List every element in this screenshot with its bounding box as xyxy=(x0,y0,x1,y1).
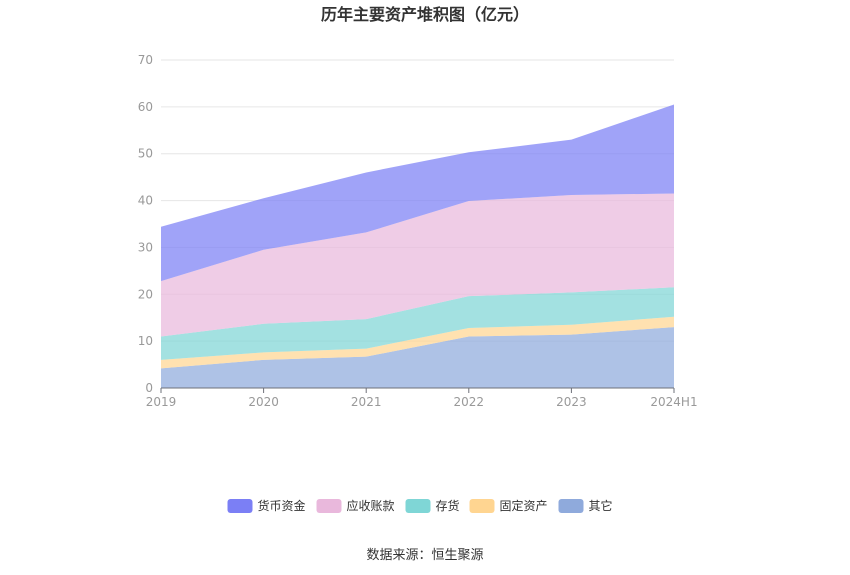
y-tick-label: 10 xyxy=(138,334,153,348)
chart-title: 历年主要资产堆积图（亿元） xyxy=(321,5,529,24)
area-0 xyxy=(161,327,674,388)
legend-label[interactable]: 其它 xyxy=(589,498,613,513)
x-tick-label: 2020 xyxy=(248,395,279,409)
legend: 货币资金 应收账款 存货 固定资产 其它 xyxy=(227,498,613,513)
legend-label[interactable]: 存货 xyxy=(436,498,460,513)
x-tick-label: 2024H1 xyxy=(650,395,697,409)
legend-swatch[interactable] xyxy=(469,499,495,513)
y-tick-label: 0 xyxy=(145,381,153,395)
area-3 xyxy=(161,193,674,337)
legend-swatch[interactable] xyxy=(558,499,584,513)
x-tick-label: 2022 xyxy=(454,395,485,409)
legend-label[interactable]: 货币资金 xyxy=(258,498,306,513)
y-tick-label: 30 xyxy=(138,240,153,254)
y-tick-label: 70 xyxy=(138,53,153,67)
legend-swatch[interactable] xyxy=(405,499,431,513)
legend-label[interactable]: 应收账款 xyxy=(347,498,395,513)
legend-label[interactable]: 固定资产 xyxy=(500,498,548,513)
area-2 xyxy=(161,287,674,360)
x-tick-label: 2023 xyxy=(556,395,587,409)
axes: 0 10 20 30 40 50 60 70 2019 2020 2021 2022 2023 2024H… xyxy=(138,53,698,409)
y-tick-label: 40 xyxy=(138,194,153,208)
area-series-group xyxy=(161,104,674,388)
legend-swatch[interactable] xyxy=(227,499,253,513)
y-tick-label: 60 xyxy=(138,100,153,114)
y-tick-label: 50 xyxy=(138,147,153,161)
data-source-note: 数据来源：恒生聚源 xyxy=(366,548,483,563)
y-tick-label: 20 xyxy=(138,287,153,301)
area-1 xyxy=(161,316,674,369)
legend-swatch[interactable] xyxy=(316,499,342,513)
x-tick-label: 2019 xyxy=(146,395,177,409)
area-4 xyxy=(161,104,674,282)
x-tick-label: 2021 xyxy=(351,395,382,409)
